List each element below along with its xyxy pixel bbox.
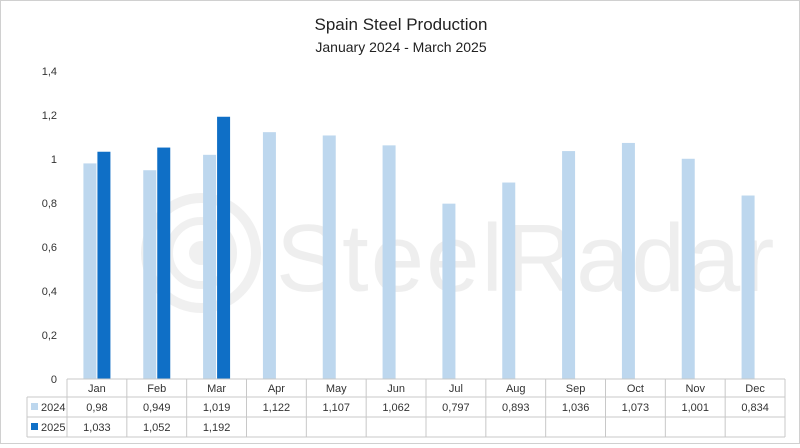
data-label-2024: 1,107 [322,402,350,414]
category-label: Apr [268,383,285,395]
legend-label-2024: 2024 [41,402,65,414]
bar-2024-jun [382,145,396,379]
data-label-2024: 1,122 [263,402,291,414]
bar-2024-nov [681,158,695,379]
category-label: Sep [566,383,586,395]
y-tick-label: 1 [51,154,57,166]
category-label: Dec [745,383,765,395]
bar-2025-jan [97,151,111,379]
legend-swatch-2025 [31,423,38,430]
y-tick-label: 0,4 [42,286,57,298]
data-label-2025: 1,052 [143,422,171,434]
bar-2025-mar [217,116,231,379]
bar-2024-dec [741,195,755,379]
y-axis: 0 0,2 0,4 0,6 0,8 1 1,2 1,4 [42,66,57,386]
data-label-2024: 0,949 [143,402,171,414]
bar-2024-aug [502,182,516,379]
category-label: Oct [627,383,644,395]
category-label: Jan [88,383,106,395]
bar-2024-feb [143,170,157,379]
category-label: Aug [506,383,526,395]
legend-label-2025: 2025 [41,422,65,434]
bar-2024-sep [562,151,576,379]
watermark: SteelRadar [141,193,776,313]
category-label: Feb [147,383,166,395]
y-tick-label: 0,8 [42,198,57,210]
y-tick-label: 1,2 [42,110,57,122]
data-label-2024: 0,98 [86,402,107,414]
bar-2024-jul [442,203,456,379]
bar-2025-feb [157,147,171,379]
watermark-text: SteelRadar [276,205,776,312]
data-label-2025: 1,192 [203,422,231,434]
category-label: Jul [449,383,463,395]
bar-2024-oct [621,142,635,379]
y-tick-label: 1,4 [42,66,57,78]
data-label-2024: 1,019 [203,402,231,414]
data-label-2024: 1,073 [622,402,650,414]
bars [83,116,755,379]
y-tick-label: 0,6 [42,242,57,254]
chart-subtitle: January 2024 - March 2025 [315,39,486,55]
y-tick-label: 0 [51,374,57,386]
data-label-2024: 1,036 [562,402,590,414]
bar-2024-apr [262,132,276,379]
category-label: May [326,383,347,395]
category-label: Nov [685,383,705,395]
category-label: Jun [387,383,405,395]
data-label-2025: 1,033 [83,422,111,434]
data-label-2024: 0,834 [741,402,769,414]
legend-swatch-2024 [31,403,38,410]
bar-2024-may [322,135,336,379]
y-tick-label: 0,2 [42,330,57,342]
data-label-2024: 0,893 [502,402,530,414]
category-label: Mar [207,383,226,395]
chart-title: Spain Steel Production [315,15,488,34]
data-label-2024: 0,797 [442,402,470,414]
data-label-2024: 1,001 [681,402,709,414]
data-label-2024: 1,062 [382,402,410,414]
data-table: Jan Feb Mar Apr May Jun Jul Aug Sep Oct Nov Dec 2024… [26,378,786,438]
bar-2024-jan [83,163,97,379]
bar-2024-mar [203,154,217,379]
